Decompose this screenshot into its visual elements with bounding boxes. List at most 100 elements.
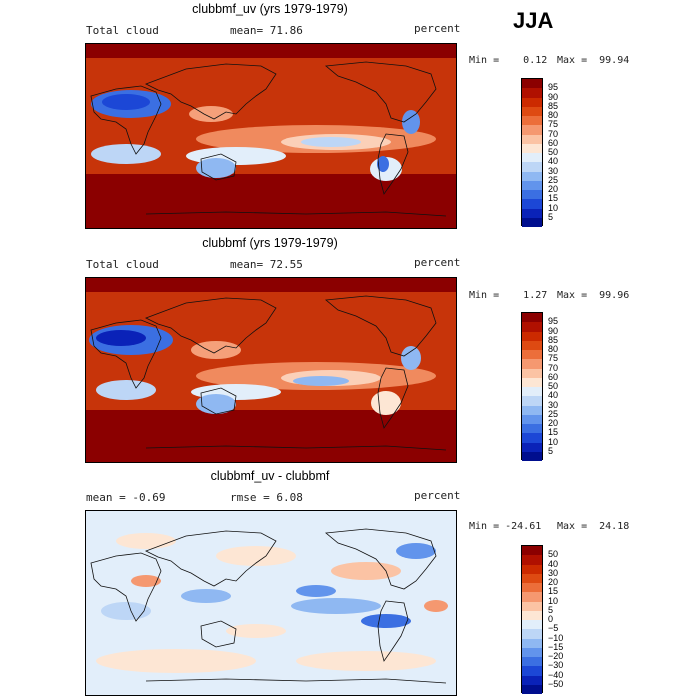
panel-2-colorbar-swatch xyxy=(522,396,542,406)
panel-2-colorbar-label: 90 xyxy=(548,325,559,336)
panel-1-australia-coastline xyxy=(200,153,237,181)
panel-1-coastlines xyxy=(90,61,447,217)
panel-3-anomaly-patch xyxy=(296,651,436,671)
panel-3-colorbar-swatch xyxy=(522,564,542,574)
panel-1-colorbar-label: 70 xyxy=(548,128,559,139)
panel-3-colorbar-swatch xyxy=(522,657,542,667)
panel-2-map-svg xyxy=(86,278,456,462)
panel-3-colorbar-swatch xyxy=(522,546,542,556)
panel-3-anomaly-patch xyxy=(424,600,448,612)
panel-3-colorbar-swatch xyxy=(522,684,542,694)
panel-3-colorbar-label: 40 xyxy=(548,558,559,569)
panel-2-southern-ocean-band xyxy=(86,410,456,462)
panel-1-andes-clear-patch xyxy=(377,156,389,172)
panel-2-colorbar-label: 70 xyxy=(548,362,559,373)
panel-3-anomaly-patch xyxy=(131,575,161,587)
panel-1-asia-light-patch xyxy=(189,106,233,122)
panel-2-colorbar-swatch xyxy=(522,350,542,360)
panel-1-antarctica-coastline xyxy=(145,211,447,217)
panel-1-colorbar-label: 20 xyxy=(548,184,559,194)
panel-2-south-america-pale-region xyxy=(371,391,401,415)
panel-2-title: clubbmf (yrs 1979-1979) xyxy=(202,236,338,250)
panel-2-colorbar-label: 85 xyxy=(548,334,559,345)
panel-1-colorbar-swatch xyxy=(522,153,542,163)
panel-1-colorbar-label: 15 xyxy=(548,193,559,204)
panel-3-colorbar-swatch xyxy=(522,629,542,639)
panel-2-pacific-clear-patch xyxy=(293,376,349,386)
panel-1-colorbar-swatch xyxy=(522,171,542,181)
panel-3-north-america-coastline xyxy=(325,528,437,590)
panel-1-colorbar-swatch xyxy=(522,125,542,135)
panel-3-mean-label: mean = -0.69 xyxy=(86,491,166,504)
panel-2-mean-label: mean= 72.55 xyxy=(230,258,303,271)
panel-1-colorbar-swatch xyxy=(522,180,542,190)
panel-3-coastlines xyxy=(90,528,447,684)
panel-3-anomaly-patches xyxy=(96,533,448,673)
panel-3-colorbar-label: 5 xyxy=(548,604,554,615)
panel-1-units-label: percent xyxy=(414,22,461,35)
panel-2-colorbar-swatch xyxy=(522,331,542,341)
panel-2-colorbar xyxy=(521,312,543,461)
panel-2-units-label: percent xyxy=(414,256,461,269)
panel-1-colorbar-label: 5 xyxy=(548,211,554,222)
panel-2-california-clear-patch xyxy=(401,346,421,370)
panel-1-colorbar-label: 30 xyxy=(548,165,559,176)
panel-2-max-label: Max = 99.96 xyxy=(557,290,630,301)
panel-3-colorbar-label: −10 xyxy=(548,632,564,643)
panel-2-australia-coastline xyxy=(200,387,237,415)
panel-2-colorbar-label: 60 xyxy=(548,371,559,382)
panel-3-anomaly-patch xyxy=(331,562,401,580)
panel-3-colorbar-label: −30 xyxy=(548,660,564,671)
panel-3-title: clubbmf_uv - clubbmf xyxy=(210,469,330,483)
panel-2-map xyxy=(85,277,457,463)
panel-3-colorbar-swatch xyxy=(522,675,542,685)
panel-2-coastlines xyxy=(90,295,447,451)
panel-2-colorbar-swatch xyxy=(522,405,542,415)
season-label: JJA xyxy=(513,8,554,33)
panel-1-eurasia-coastline xyxy=(145,63,277,120)
panel-3-colorbar-swatch xyxy=(522,620,542,630)
panel-3-anomaly-patch xyxy=(181,589,231,603)
panel-3-south-america-coastline xyxy=(377,600,409,662)
panel-3-colorbar-label: −50 xyxy=(548,678,564,689)
panel-3-anomaly-patch xyxy=(361,614,411,628)
panel-2-eurasia-coastline xyxy=(145,297,277,354)
panel-3-max-label: Max = 24.18 xyxy=(557,521,630,532)
panel-2-colorbar-label: 5 xyxy=(548,445,554,456)
panel-1-colorbar-swatch xyxy=(522,199,542,209)
panel-1-colorbar-label: 50 xyxy=(548,147,559,157)
panel-1-sahara-core xyxy=(102,94,150,110)
panel-2-colorbar-swatch xyxy=(522,313,542,323)
panel-2-sahara-core xyxy=(96,330,146,346)
panel-2-colorbar-label: 95 xyxy=(548,316,559,327)
panel-3-colorbar-labels: 50 40 30 20 15 10 5 0 −5 −10 −15 −20 −30… xyxy=(548,545,588,693)
panel-2-colorbar-label: 30 xyxy=(548,399,559,410)
panel-1-min-label: Min = 0.12 xyxy=(469,55,548,66)
panel-2-africa-coastline xyxy=(90,319,162,389)
panel-1-africa-coastline xyxy=(90,85,162,155)
panel-2-colorbar-swatch xyxy=(522,414,542,424)
panel-2-colorbar-label: 10 xyxy=(548,436,559,447)
panel-1-variable-label: Total cloud xyxy=(86,24,159,37)
panel-1-colorbar-swatch xyxy=(522,88,542,98)
panel-2-colorbar-swatch xyxy=(522,387,542,397)
panel-3-colorbar-label: 0 xyxy=(548,614,554,624)
panel-3-colorbar-label: −20 xyxy=(548,651,564,661)
panel-1-title: clubbmf_uv (yrs 1979-1979) xyxy=(192,2,348,16)
panel-1-map-svg xyxy=(86,44,456,228)
panel-2-colorbar-label: 15 xyxy=(548,427,559,438)
panel-1-colorbar xyxy=(521,78,543,227)
panel-2-south-america-coastline xyxy=(377,367,409,429)
panel-3-colorbar-swatch xyxy=(522,573,542,583)
panel-1-southern-ocean-band xyxy=(86,174,456,228)
panel-3-eurasia-coastline xyxy=(145,530,277,587)
panel-1-mean-label: mean= 71.86 xyxy=(230,24,303,37)
panel-2-arctic-band xyxy=(86,278,456,292)
panel-2-colorbar-swatch xyxy=(522,377,542,387)
panel-2-north-america-coastline xyxy=(325,295,437,357)
panel-1-arctic-band xyxy=(86,44,456,58)
panel-3-anomaly-patch xyxy=(96,649,256,673)
panel-1-north-america-coastline xyxy=(325,61,437,123)
panel-3-colorbar-swatch xyxy=(522,592,542,602)
panel-3-colorbar-swatch xyxy=(522,583,542,593)
